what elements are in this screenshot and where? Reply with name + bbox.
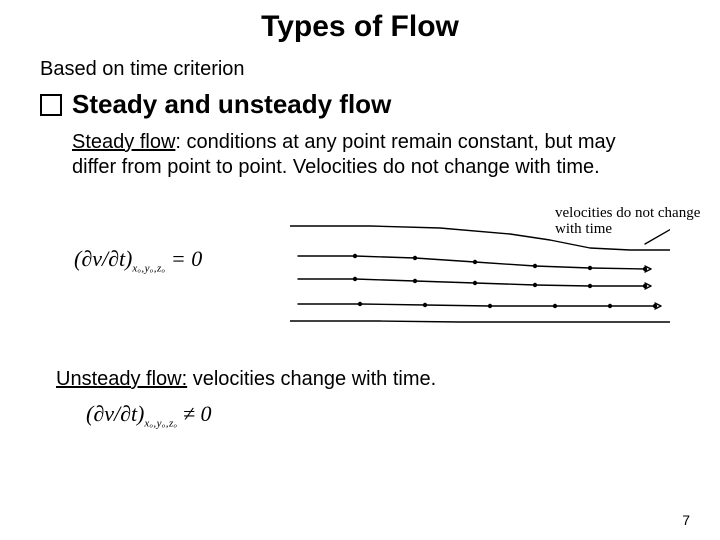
unsteady-desc: velocities change with time.: [187, 368, 436, 390]
eq1-sub: xₒ,yₒ,zₒ: [132, 262, 165, 274]
page-title: Types of Flow: [0, 0, 720, 44]
handwritten-annotation: velocities do not change with time: [555, 206, 720, 238]
eq1-lhs: (∂ν/∂t): [74, 246, 132, 271]
unsteady-label: Unsteady flow:: [56, 368, 187, 390]
eq1-rhs: = 0: [165, 246, 202, 271]
steady-label: Steady flow: [72, 131, 175, 153]
unsteady-paragraph: Unsteady flow: velocities change with ti…: [0, 346, 720, 391]
annot-line2: with time: [555, 221, 612, 237]
eq2-lhs: (∂ν/∂t): [86, 401, 144, 426]
diagram-area: (∂ν/∂t)xₒ,yₒ,zₒ = 0 velocities do not ch…: [60, 186, 680, 346]
page-number: 7: [682, 512, 690, 528]
bullet-box-icon: [40, 94, 62, 116]
subtitle-text: Based on time criterion: [0, 44, 720, 81]
eq2-sub: xₒ,yₒ,zₒ: [144, 417, 177, 429]
eq2-rhs: ≠ 0: [177, 401, 211, 426]
unsteady-equation: (∂ν/∂t)xₒ,yₒ,zₒ ≠ 0: [86, 401, 211, 429]
section-heading: Steady and unsteady flow: [72, 89, 391, 120]
heading-row: Steady and unsteady flow: [0, 81, 720, 120]
steady-paragraph: Steady flow: conditions at any point rem…: [0, 120, 720, 180]
steady-equation: (∂ν/∂t)xₒ,yₒ,zₒ = 0: [74, 246, 202, 274]
unsteady-equation-block: (∂ν/∂t)xₒ,yₒ,zₒ ≠ 0: [72, 401, 720, 461]
annot-line1: velocities do not change: [555, 205, 700, 221]
